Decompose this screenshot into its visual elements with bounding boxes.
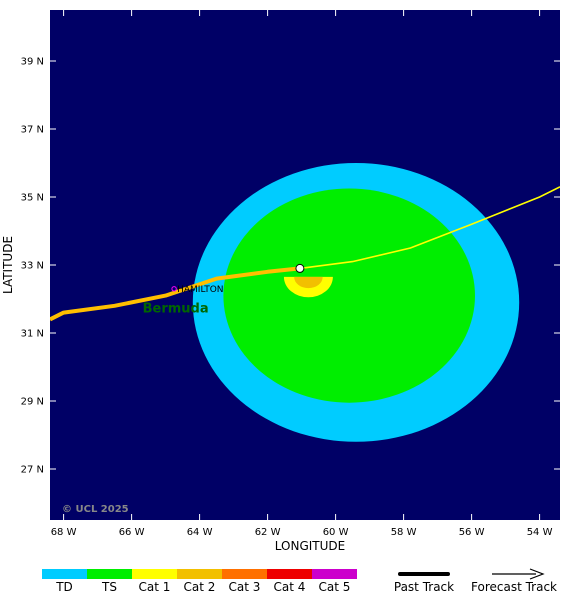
forecast-track-line [299,186,560,270]
legend-label: Cat 1 [139,580,171,594]
x-tick-label: 66 W [119,527,145,538]
legend-label: Cat 2 [184,580,216,594]
x-axis-title: LONGITUDE [275,539,345,553]
x-axis-ticks: 68 W 66 W 64 W 62 W 60 W 58 W 56 W 54 W [51,10,553,538]
legend-swatch [222,569,267,579]
category-legend: TD TS Cat 1 Cat 2 Cat 3 Cat 4 Cat 5 [42,569,357,594]
hamilton-label: HAMILTON [177,285,223,295]
y-tick-label: 35 N [21,193,44,204]
x-tick-label: 68 W [51,527,77,538]
bermuda-label: Bermuda [143,302,209,317]
legend-label: Cat 4 [274,580,306,594]
x-tick-label: 64 W [187,527,213,538]
past-track-legend-label: Past Track [394,580,454,594]
storm-center-marker [295,263,305,273]
past-track-line [50,266,301,322]
x-tick-label: 62 W [255,527,281,538]
legend-label: TD [55,580,73,594]
legend-swatch [87,569,132,579]
y-tick-label: 33 N [21,261,44,272]
hamilton-marker [171,286,177,292]
y-tick-label: 31 N [21,329,44,340]
legend-label: Cat 3 [229,580,261,594]
y-tick-label: 39 N [21,57,44,68]
x-tick-label: 58 W [391,527,417,538]
legend-swatch [42,569,87,579]
ts-wind-zone [223,188,475,403]
copyright-text: © UCL 2025 [62,504,129,515]
x-tick-label: 56 W [459,527,485,538]
legend-swatch [267,569,312,579]
y-tick-label: 37 N [21,125,44,136]
legend-label: TS [101,580,117,594]
y-tick-label: 29 N [21,397,44,408]
forecast-track-legend-label: Forecast Track [471,580,557,594]
legend-swatch [132,569,177,579]
cat2-wind-zone [294,276,323,289]
forecast-arrow-icon [529,568,545,580]
y-axis-title: LATITUDE [1,236,15,294]
y-axis-ticks: 39 N 37 N 35 N 33 N 31 N 29 N 27 N [21,57,560,476]
x-tick-label: 60 W [323,527,349,538]
legend-swatch [177,569,222,579]
legend-label: Cat 5 [319,580,351,594]
x-tick-label: 54 W [527,527,553,538]
y-tick-label: 27 N [21,465,44,476]
legend-swatch [312,569,357,579]
